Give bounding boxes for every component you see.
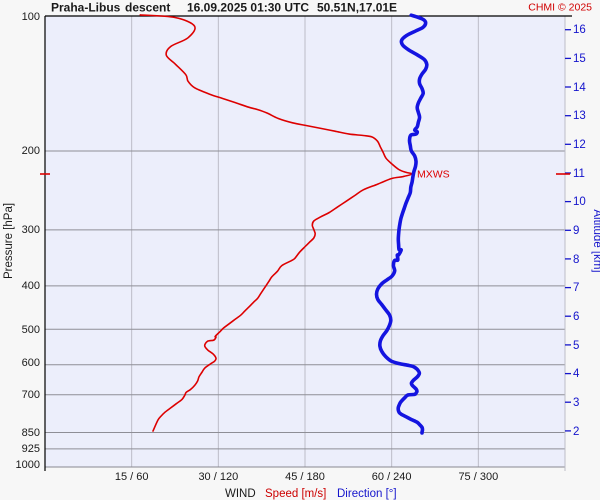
svg-text:CHMI © 2025: CHMI © 2025 [528,2,592,14]
svg-text:60 / 240: 60 / 240 [372,471,412,483]
svg-text:700: 700 [22,389,40,401]
svg-text:Direction [°]: Direction [°] [337,488,397,500]
svg-text:925: 925 [22,443,40,455]
svg-text:7: 7 [573,282,579,294]
svg-text:1000: 1000 [16,459,40,471]
svg-text:WIND: WIND [225,488,256,500]
svg-text:16.09.2025 01:30 UTC: 16.09.2025 01:30 UTC [187,1,309,15]
svg-text:14: 14 [573,82,586,94]
svg-text:500: 500 [22,324,40,336]
svg-text:Pressure [hPa]: Pressure [hPa] [3,203,15,279]
svg-text:200: 200 [22,145,40,157]
svg-text:16: 16 [573,24,586,36]
svg-text:11: 11 [573,168,585,180]
svg-text:100: 100 [22,11,40,23]
svg-text:30 / 120: 30 / 120 [198,471,238,483]
svg-text:10: 10 [573,196,586,208]
svg-text:5: 5 [573,340,579,352]
svg-text:400: 400 [22,280,40,292]
svg-text:15 / 60: 15 / 60 [115,471,149,483]
svg-text:50.51N,17.01E: 50.51N,17.01E [317,1,397,15]
svg-text:45 / 180: 45 / 180 [285,471,325,483]
svg-text:3: 3 [573,397,579,409]
svg-text:6: 6 [573,311,579,323]
svg-text:9: 9 [573,225,579,237]
svg-text:850: 850 [22,427,40,439]
svg-text:15: 15 [573,53,586,65]
svg-text:descent: descent [125,1,170,15]
svg-text:75 / 300: 75 / 300 [458,471,498,483]
svg-text:MXWS: MXWS [417,169,450,181]
svg-text:Praha-Libus: Praha-Libus [51,1,121,15]
svg-text:8: 8 [573,254,579,266]
svg-text:12: 12 [573,139,586,151]
svg-text:600: 600 [22,357,40,369]
svg-text:Speed [m/s]: Speed [m/s] [265,488,326,500]
svg-text:13: 13 [573,110,586,122]
svg-text:4: 4 [573,368,580,380]
svg-text:300: 300 [22,224,40,236]
svg-text:2: 2 [573,426,579,438]
svg-text:Altitude [km]: Altitude [km] [591,209,600,272]
